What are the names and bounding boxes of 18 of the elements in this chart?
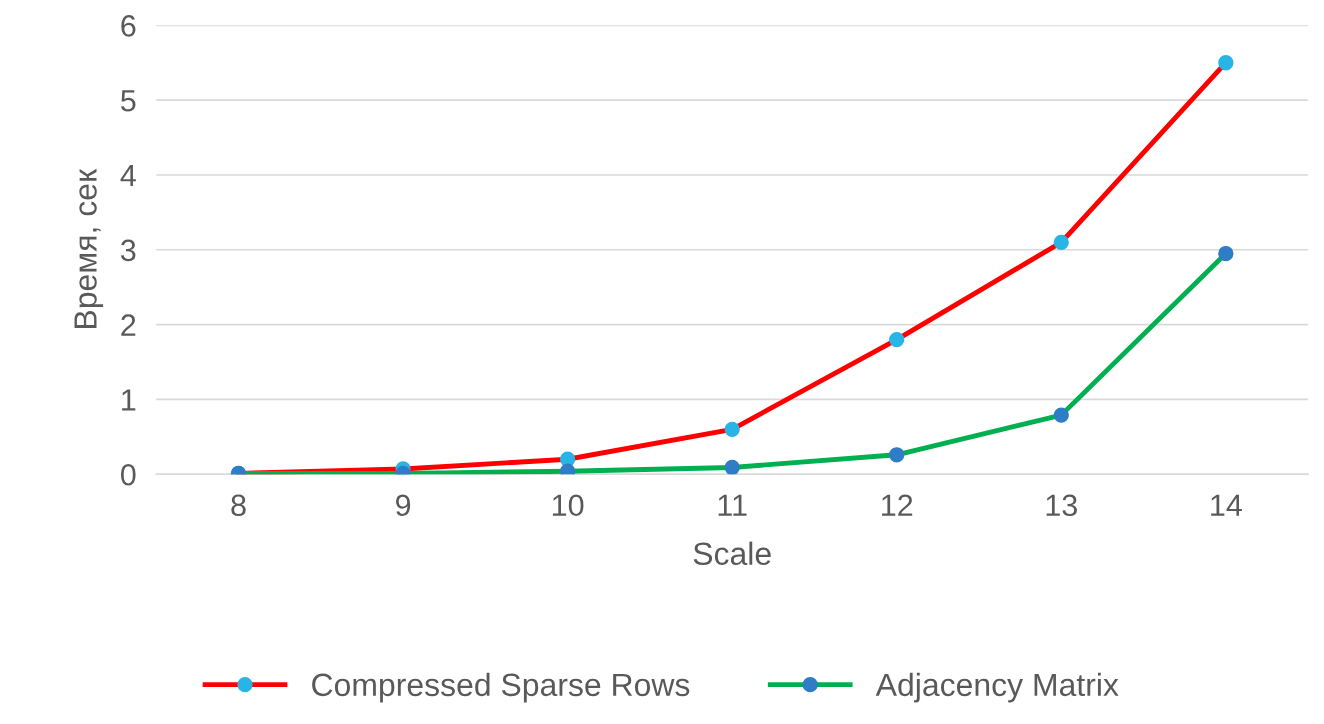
y-tick-label: 3 [120, 239, 136, 262]
x-tick-label: 11 [718, 494, 747, 516]
x-tick-label: 13 [1046, 494, 1077, 517]
x-tick-label: 10 [552, 494, 584, 517]
x-tick-label: 12 [882, 494, 913, 516]
y-tick-label: 4 [120, 165, 136, 187]
legend-label: Compressed Sparse Rows [312, 672, 690, 703]
x-axis-title: Scale [693, 541, 771, 566]
legend-label: Adjacency Matrix [875, 672, 1119, 703]
x-tick-label: 9 [396, 494, 411, 517]
y-tick-label: 2 [121, 314, 136, 336]
y-axis-title: Время, сек [74, 168, 104, 328]
y-tick-label: 5 [121, 90, 136, 112]
y-tick-label: 6 [121, 15, 136, 37]
x-tick-label: 14 [1211, 494, 1242, 516]
y-tick-label: 1 [122, 389, 136, 411]
y-tick-label: 0 [120, 463, 136, 486]
x-tick-label: 8 [231, 494, 246, 517]
